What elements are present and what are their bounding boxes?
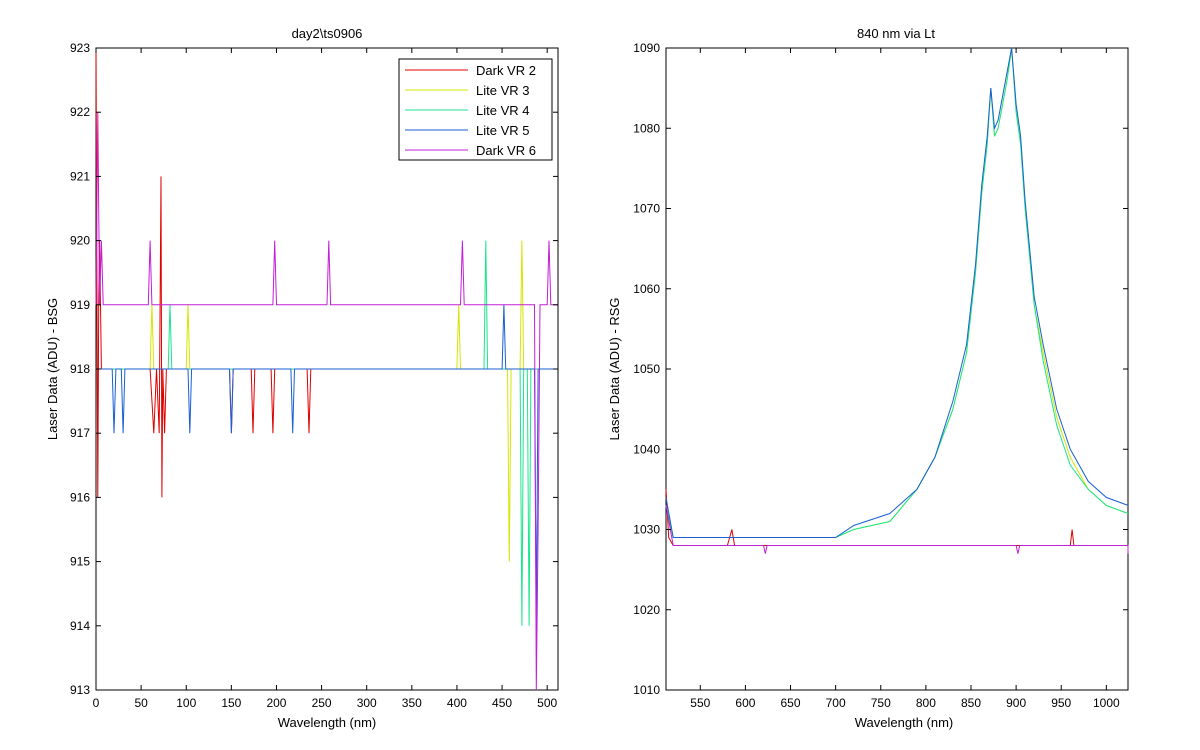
left-series-group [95,47,558,691]
right-y-tick-label: 1060 [633,282,660,296]
right-x-tick-label: 900 [1006,696,1026,710]
right-ticks: 550 600 650 700 750 800 850 900 950 1000 1010 1020 1… [633,41,1128,710]
left-chart: day2\ts0906 0 50 100 150 200 250 300 350 400 450 5… [45,26,559,730]
left-y-tick-label: 913 [70,683,90,697]
right-y-tick-label: 1040 [633,442,660,456]
left-series-5 [95,112,558,691]
right-series-4 [665,47,1129,538]
right-x-tick-label: 600 [735,696,755,710]
left-y-tick-label: 923 [70,41,90,55]
right-x-axis-label: Wavelength (nm) [855,715,954,730]
right-y-tick-label: 1090 [633,41,660,55]
legend-label-4: Lite VR 5 [476,123,529,138]
left-y-tick-label: 920 [70,234,90,248]
left-x-tick-label: 250 [312,696,332,710]
right-x-tick-label: 1000 [1093,696,1120,710]
right-x-tick-label: 550 [690,696,710,710]
left-y-tick-label: 922 [70,105,90,119]
right-x-tick-label: 650 [781,696,801,710]
left-x-tick-label: 100 [176,696,196,710]
left-y-tick-label: 916 [70,490,90,504]
legend-label-5: Dark VR 6 [476,143,536,158]
right-x-tick-label: 800 [916,696,936,710]
right-x-tick-label: 750 [871,696,891,710]
right-y-tick-label: 1020 [633,603,660,617]
right-plot-area [665,47,1129,691]
right-series-group [665,47,1129,554]
right-series-5 [665,505,1129,554]
left-y-tick-label: 914 [70,619,90,633]
legend-label-1: Dark VR 2 [476,63,536,78]
left-x-tick-label: 0 [93,696,100,710]
left-y-tick-label: 921 [70,169,90,183]
left-x-tick-label: 450 [492,696,512,710]
left-x-tick-label: 350 [402,696,422,710]
left-y-tick-label: 915 [70,555,90,569]
left-y-tick-label: 919 [70,298,90,312]
right-y-tick-label: 1030 [633,523,660,537]
left-x-axis-label: Wavelength (nm) [278,715,377,730]
right-y-tick-label: 1050 [633,362,660,376]
left-x-tick-label: 500 [537,696,557,710]
right-x-tick-label: 850 [961,696,981,710]
left-series-3 [96,240,558,626]
right-y-tick-label: 1070 [633,202,660,216]
left-y-axis-label: Laser Data (ADU) - BSG [45,298,60,440]
legend: Dark VR 2 Lite VR 3 Lite VR 4 Lite VR 5 Dark… [398,58,553,161]
left-y-tick-label: 918 [70,362,90,376]
right-x-tick-label: 700 [826,696,846,710]
right-series-3 [665,47,1129,538]
left-chart-title: day2\ts0906 [292,26,363,41]
left-ticks: 0 50 100 150 200 250 300 350 400 450 500 913 914 915 9… [70,41,558,710]
left-x-tick-label: 150 [221,696,241,710]
right-x-tick-label: 950 [1051,696,1071,710]
legend-label-2: Lite VR 3 [476,83,529,98]
left-x-tick-label: 300 [357,696,377,710]
left-x-tick-label: 400 [447,696,467,710]
right-chart: 840 nm via Lt 550 600 650 700 750 800 850 900 95… [607,26,1129,730]
right-y-axis-label: Laser Data (ADU) - RSG [607,297,622,440]
right-y-tick-label: 1080 [633,121,660,135]
right-chart-title: 840 nm via Lt [857,26,935,41]
left-x-tick-label: 50 [134,696,148,710]
left-series-4 [96,304,558,626]
left-x-tick-label: 200 [266,696,286,710]
left-y-tick-label: 917 [70,426,90,440]
right-y-tick-label: 1010 [633,683,660,697]
legend-label-3: Lite VR 4 [476,103,529,118]
